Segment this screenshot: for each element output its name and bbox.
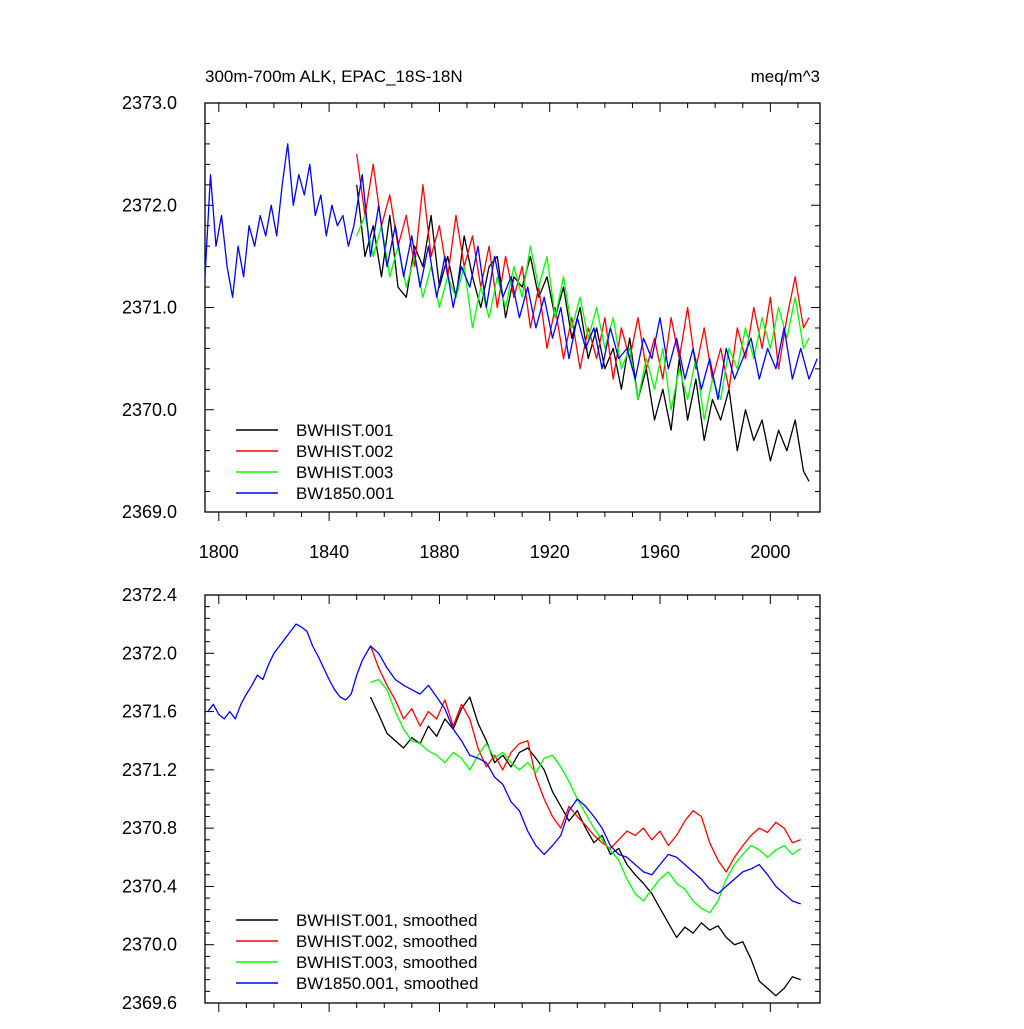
legend-label: BW1850.001 <box>296 484 394 503</box>
y-tick-label: 2372.0 <box>122 643 177 663</box>
legend: BWHIST.001, smoothed BWHIST.002, smoothed… <box>236 911 478 993</box>
series-line <box>356 154 810 390</box>
y-tick-label: 2369.6 <box>122 993 177 1013</box>
legend-label: BWHIST.002 <box>296 442 393 461</box>
series-line <box>204 143 818 401</box>
series-line <box>207 623 801 905</box>
axis-ticks: 2369.6 2370.0 2370.4 2370.8 2371.2 2371.6 2372… <box>122 585 820 1013</box>
y-tick-label: 2371.6 <box>122 702 177 722</box>
y-tick-label: 2370.0 <box>122 935 177 955</box>
series-line <box>369 645 801 873</box>
legend: BWHIST.001 BWHIST.002 BWHIST.003 BW1850.001 <box>236 421 394 503</box>
legend-label: BWHIST.003, smoothed <box>296 953 477 972</box>
legend-label: BWHIST.001, smoothed <box>296 911 477 930</box>
top-panel: 300m-700m ALK, EPAC_18S-18N meq/m^3 2369… <box>122 67 821 562</box>
y-tick-label: 2372.4 <box>122 585 177 605</box>
legend-label: BW1850.001, smoothed <box>296 974 478 993</box>
x-tick-label: 2000 <box>750 542 790 562</box>
series-line <box>356 184 810 482</box>
y-tick-label: 2371.2 <box>122 760 177 780</box>
series-line <box>369 696 801 997</box>
axis-ticks: 2369.0 2370.0 2371.0 2372.0 2373.0 1800 1840 18… <box>122 93 820 562</box>
x-tick-label: 1880 <box>419 542 459 562</box>
series-group <box>204 143 818 482</box>
series-line <box>370 678 802 914</box>
x-tick-label: 1920 <box>530 542 570 562</box>
y-tick-label: 2369.0 <box>122 502 177 522</box>
y-tick-label: 2372.0 <box>122 195 177 215</box>
x-tick-label: 1800 <box>199 542 239 562</box>
y-tick-label: 2370.4 <box>122 876 177 896</box>
y-tick-label: 2371.0 <box>122 298 177 318</box>
series-line <box>356 214 810 421</box>
y-tick-label: 2370.8 <box>122 818 177 838</box>
legend-label: BWHIST.001 <box>296 421 393 440</box>
series-group <box>207 623 802 997</box>
x-tick-label: 1960 <box>640 542 680 562</box>
legend-label: BWHIST.002, smoothed <box>296 932 477 951</box>
legend-label: BWHIST.003 <box>296 463 393 482</box>
bottom-panel: 2369.6 2370.0 2370.4 2370.8 2371.2 2371.6 2372… <box>122 585 821 1013</box>
plot-frame <box>204 594 821 1004</box>
y-tick-label: 2370.0 <box>122 400 177 420</box>
x-tick-label: 1840 <box>309 542 349 562</box>
y-tick-label: 2373.0 <box>122 93 177 113</box>
units-label: meq/m^3 <box>751 67 820 86</box>
chart-title: 300m-700m ALK, EPAC_18S-18N <box>205 67 463 86</box>
